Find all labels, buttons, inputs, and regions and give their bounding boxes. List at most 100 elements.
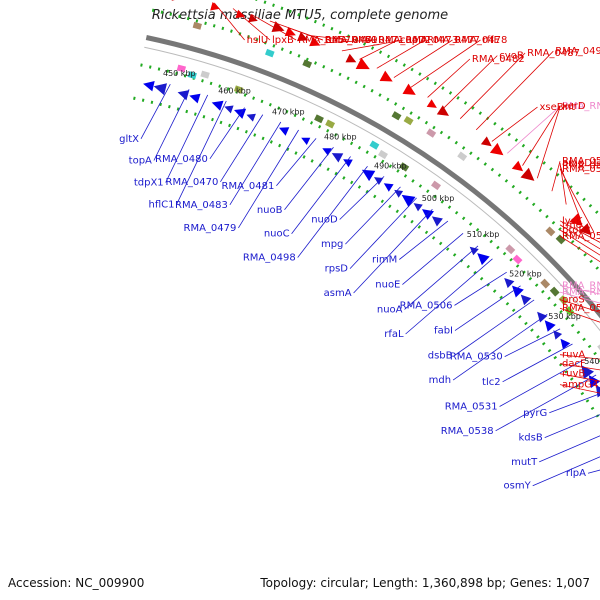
- gene-label-right: RMA_0537: [562, 231, 600, 242]
- reverse-gene-arrow: [436, 105, 449, 116]
- leader-line: [291, 156, 351, 234]
- leader-line: [405, 258, 493, 335]
- reverse-gene-arrow: [297, 31, 309, 42]
- gene-label-left: nuoE: [375, 280, 400, 291]
- leader-line: [376, 39, 426, 69]
- forward-gene-arrow: [469, 246, 479, 256]
- gene-label-right: ampD1: [562, 158, 598, 169]
- label-leader-lines: [140, 2, 600, 487]
- forward-gene-arrow: [143, 81, 155, 92]
- reverse-gene-arrow: [284, 26, 296, 37]
- kbp-tick-label: 500 kbp: [422, 194, 455, 203]
- feature-block: [549, 286, 560, 297]
- forward-gene-arrow: [361, 169, 376, 182]
- leader-line: [559, 384, 600, 394]
- gene-label-right: RMA_0471: [351, 35, 404, 46]
- kbp-tick-labels: 450 kbp 460 kbp 470 kbp 480 kbp 490 kbp 500 k…: [163, 69, 600, 366]
- leader-line: [559, 165, 581, 219]
- gene-label-right: RMA_0487: [527, 48, 580, 59]
- forward-gene-arrow: [581, 365, 594, 380]
- feature-block: [558, 295, 569, 306]
- leader-line: [559, 235, 600, 263]
- leader-line: [324, 39, 377, 44]
- reverse-gene-arrow: [271, 21, 285, 32]
- backbone-arcs: [144, 35, 600, 332]
- leader-line: [232, 8, 271, 41]
- forward-gene-arrow: [431, 216, 443, 227]
- gene-label-right: RMA_0510: [562, 156, 600, 167]
- gene-label-left: gltX: [119, 134, 139, 145]
- gene-label-left: rlpA: [566, 468, 586, 479]
- feature-block: [233, 85, 244, 94]
- feature-block: [314, 114, 324, 124]
- gene-label-right: RMA_0461: [325, 35, 378, 46]
- reverse-gene-arrow: [520, 167, 535, 181]
- forward-gene-arrow: [322, 148, 332, 156]
- leader-line: [532, 456, 600, 487]
- leader-line: [454, 271, 507, 306]
- reverse-gene-arrow: [171, 0, 175, 1]
- feature-block: [378, 149, 388, 160]
- feature-block: [325, 119, 336, 129]
- gene-label-right: RMA_0459: [325, 35, 378, 46]
- gene-label-right: dacF: [562, 359, 586, 370]
- feature-block: [391, 111, 402, 121]
- leader-line: [491, 106, 538, 142]
- forward-gene-arrow: [544, 320, 556, 332]
- gc-dot-track-4: [253, 0, 600, 218]
- leader-line: [559, 363, 600, 371]
- leader-line: [339, 176, 385, 220]
- reverse-gene-arrow: [426, 99, 437, 108]
- leader-line: [536, 106, 561, 179]
- gene-label-left: RMA_0483: [175, 200, 228, 211]
- leader-line: [393, 39, 453, 78]
- leader-line: [559, 229, 600, 256]
- feature-block: [187, 71, 197, 80]
- forward-gene-arrow: [189, 93, 201, 104]
- gene-label-left: RMA_0479: [184, 223, 237, 234]
- gene-label-left: mpg: [321, 239, 343, 250]
- forward-gene-arrow: [560, 338, 571, 350]
- gene-label-right: RMA_0478: [455, 35, 508, 46]
- feature-block: [403, 115, 414, 126]
- gene-label-left: RMA_0506: [400, 300, 453, 311]
- leader-line: [165, 94, 209, 183]
- reverse-gene-arrow: [345, 53, 357, 63]
- leader-line: [427, 58, 471, 98]
- gene-label-right: proP3: [562, 225, 591, 236]
- gene-label-right: ampG4: [562, 380, 598, 391]
- gene-label-right: RMA_0490: [555, 46, 600, 57]
- gene-label-right: RMA_0511: [562, 160, 600, 171]
- forward-gene-arrow: [520, 294, 532, 306]
- reverse-gene-arrow: [210, 2, 220, 11]
- leader-line: [544, 414, 600, 438]
- leader-line: [559, 291, 600, 304]
- leader-line: [559, 285, 600, 295]
- reverse-gene-arrow: [511, 160, 524, 172]
- gene-label-right: RMA_RNA12: [562, 281, 600, 292]
- gene-label-left: tdpX1: [134, 178, 164, 189]
- gene-label-left: rimM: [372, 255, 397, 266]
- leader-line: [238, 129, 299, 229]
- leader-line: [349, 197, 417, 269]
- kbp-tick-label: 460 kbp: [218, 86, 251, 95]
- leader-line: [502, 343, 573, 383]
- leader-line: [475, 50, 554, 131]
- reverse-gene-arrow: [235, 9, 246, 19]
- gene-label-right: ruvB: [562, 369, 585, 380]
- gc-dot-track-3: [151, 8, 600, 274]
- gene-label-left: rpsD: [325, 264, 349, 275]
- feature-block: [545, 226, 556, 237]
- gene-label-left: topA: [129, 156, 152, 167]
- kbp-tick-label: 540 kbp: [584, 357, 600, 366]
- gene-label-right: proS: [562, 295, 585, 306]
- leader-line: [297, 165, 368, 258]
- forward-gene-arrow: [343, 159, 353, 168]
- leader-line: [402, 232, 464, 285]
- gene-label-left: nuoD: [311, 215, 338, 226]
- gene-label-right: RMA_0473: [405, 35, 458, 46]
- leader-line: [459, 52, 526, 119]
- gene-label-left: mutT: [511, 457, 538, 468]
- forward-gene-arrow: [383, 183, 394, 192]
